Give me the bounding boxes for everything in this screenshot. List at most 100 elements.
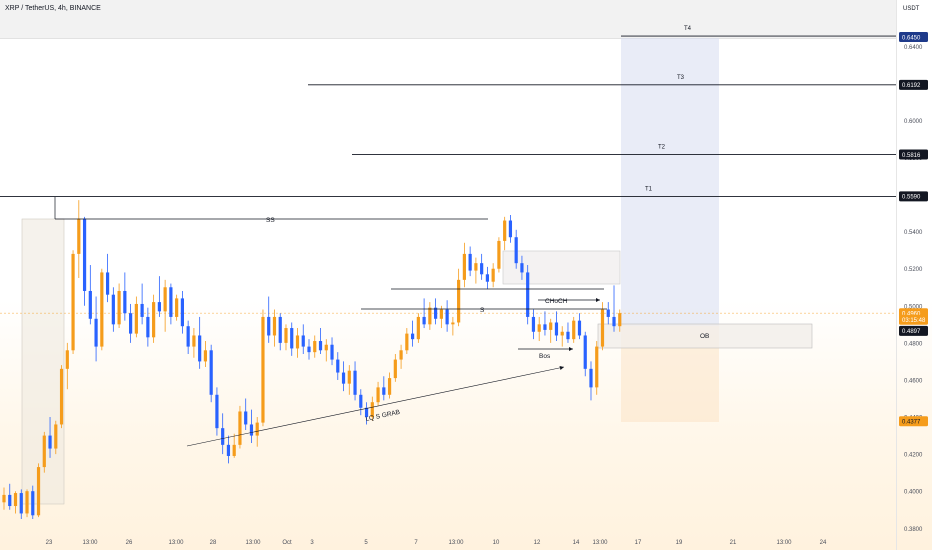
s-label: S: [480, 307, 485, 314]
candle: [146, 316, 150, 338]
target-label-t4: T4: [684, 26, 692, 32]
x-tick-label: 28: [210, 540, 217, 546]
x-tick-label: 13:00: [168, 540, 184, 546]
candle: [267, 316, 271, 336]
bos-arrowhead: [569, 347, 573, 351]
candle: [152, 302, 156, 338]
candle: [514, 237, 518, 264]
candle: [485, 274, 490, 282]
y-tick-label: 0.5400: [904, 230, 923, 236]
candle: [129, 313, 133, 334]
candle: [549, 322, 553, 330]
candle: [290, 328, 294, 349]
choch-arrowhead: [596, 298, 600, 302]
x-tick-label: 21: [730, 540, 737, 546]
candle: [497, 240, 501, 269]
y-tick-label: 0.5000: [904, 304, 923, 310]
candle: [19, 493, 23, 514]
candle: [543, 324, 547, 330]
candle: [428, 307, 432, 325]
y-tick-label: 0.4000: [904, 490, 923, 496]
candle: [36, 467, 41, 516]
candle: [595, 346, 599, 388]
x-tick-label: 17: [635, 540, 642, 546]
x-tick-label: 13:00: [448, 540, 464, 546]
candle: [140, 303, 144, 317]
price-badge: [899, 416, 928, 427]
y-tick-label: 0.5200: [904, 267, 923, 273]
candle: [474, 263, 478, 271]
candle: [192, 335, 196, 347]
candle: [261, 316, 265, 423]
candle: [520, 263, 524, 273]
candle: [209, 350, 213, 395]
target-label-t2: T2: [658, 145, 666, 151]
candle: [324, 344, 328, 351]
lq-label: LQ S GRAB: [365, 409, 401, 423]
price-badge: [899, 32, 928, 42]
candle: [175, 298, 179, 317]
candle: [416, 316, 420, 340]
candle: [54, 424, 58, 449]
candle: [387, 378, 392, 395]
candle: [244, 411, 248, 425]
candle: [359, 394, 363, 408]
candle: [88, 290, 92, 319]
candle: [445, 309, 449, 325]
candle: [439, 309, 443, 319]
price-badge-label: 0.5816: [902, 153, 921, 159]
price-badge: [899, 191, 928, 202]
x-tick-label: 14: [573, 540, 580, 546]
candle: [111, 294, 115, 325]
candle: [503, 220, 507, 241]
candle: [618, 313, 622, 327]
ss-label: SS: [266, 217, 275, 224]
candle: [295, 335, 300, 349]
candle: [284, 328, 288, 343]
price-badge-label: 03:15:48: [902, 318, 926, 324]
candle: [203, 350, 208, 362]
candle: [399, 350, 403, 360]
candle: [238, 411, 242, 445]
candle: [318, 341, 323, 351]
candle: [468, 253, 472, 271]
x-tick-label: 13:00: [82, 540, 98, 546]
lq-arrowhead: [559, 366, 564, 370]
candle: [31, 491, 35, 516]
y-tick-label: 0.4600: [904, 378, 923, 384]
candle: [13, 493, 18, 507]
symbol-title[interactable]: XRP / TetherUS, 4h, BINANCE: [5, 5, 101, 12]
candle: [105, 272, 110, 295]
x-tick-label: 23: [46, 540, 53, 546]
candle: [600, 309, 605, 347]
candle: [554, 322, 559, 336]
y-tick-label: 0.4800: [904, 341, 923, 347]
candle: [163, 287, 167, 312]
candle: [583, 335, 587, 369]
ob-label: OB: [700, 333, 709, 340]
candle: [347, 370, 351, 384]
bos-label: Bos: [539, 353, 551, 360]
price-axis-separator: [896, 0, 897, 550]
y-tick-label: 0.6400: [904, 45, 923, 51]
candle: [221, 428, 225, 445]
candle: [278, 316, 282, 343]
candle: [572, 320, 576, 340]
candle: [577, 320, 582, 336]
target-label-t3: T3: [677, 75, 685, 81]
candle: [134, 303, 138, 334]
candle: [330, 344, 334, 360]
candle: [353, 370, 357, 395]
candle: [336, 359, 340, 373]
candle: [25, 491, 29, 514]
target-label-t1: T1: [645, 186, 653, 192]
x-tick-label: 19: [676, 540, 683, 546]
candle: [272, 316, 277, 336]
candle: [589, 368, 593, 388]
y-tick-label: 0.6000: [904, 119, 923, 125]
candle: [180, 298, 184, 327]
candle: [434, 307, 438, 319]
